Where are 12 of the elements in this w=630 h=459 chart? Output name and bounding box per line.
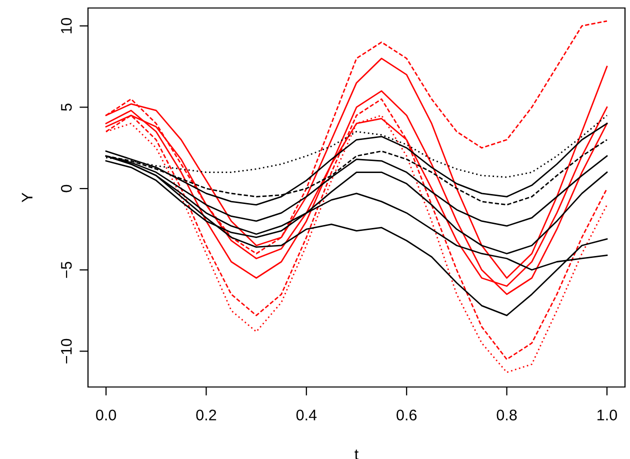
x-tick-label: 0.6 — [396, 410, 417, 420]
y-tick-label: 10 — [60, 18, 72, 34]
x-tick-label: 0.2 — [196, 410, 216, 420]
x-tick-label: 0.4 — [296, 410, 317, 420]
x-tick-label: 0.8 — [496, 410, 517, 420]
y-tick-label: 5 — [61, 104, 72, 111]
x-tick-label: 0.0 — [96, 410, 116, 420]
y-tick-label: 0 — [60, 184, 72, 192]
y-tick-label: −10 — [60, 338, 72, 364]
y-tick-label: −5 — [61, 262, 72, 278]
y-axis-title: Y — [22, 192, 32, 202]
x-tick-label: 1.0 — [598, 410, 617, 420]
